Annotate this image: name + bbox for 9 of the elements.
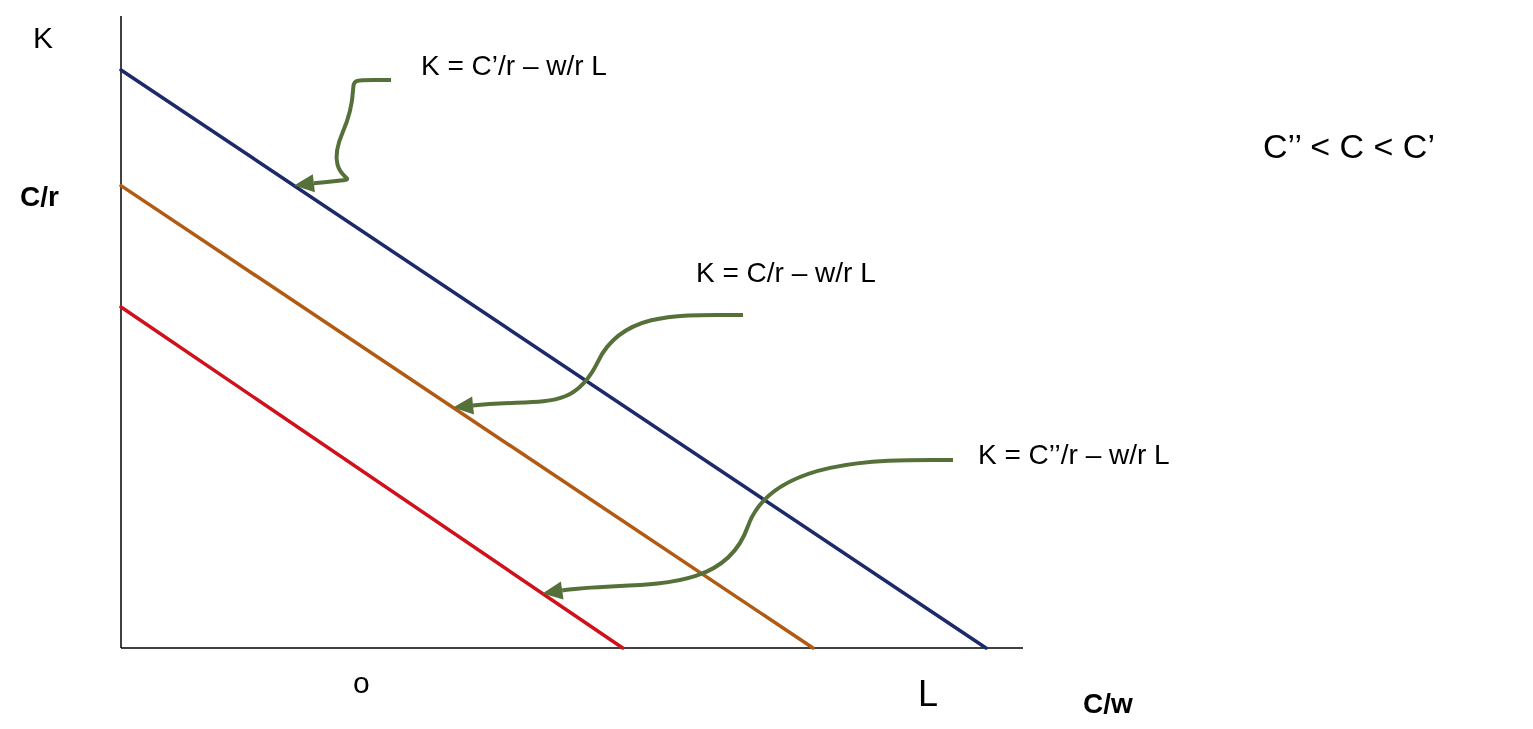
text: C’’ < C < C’ <box>1263 127 1435 165</box>
x-axis-title: L <box>918 673 939 714</box>
annotation: K = C’’/r – w/r L <box>978 439 1170 470</box>
text: C/w <box>1083 688 1133 719</box>
text: o <box>353 666 370 699</box>
annotation: K = C’/r – w/r L <box>421 50 607 81</box>
annotation: K = C/r – w/r L <box>696 257 876 288</box>
text: C/r <box>20 181 59 212</box>
y-axis-title: K <box>33 21 54 54</box>
